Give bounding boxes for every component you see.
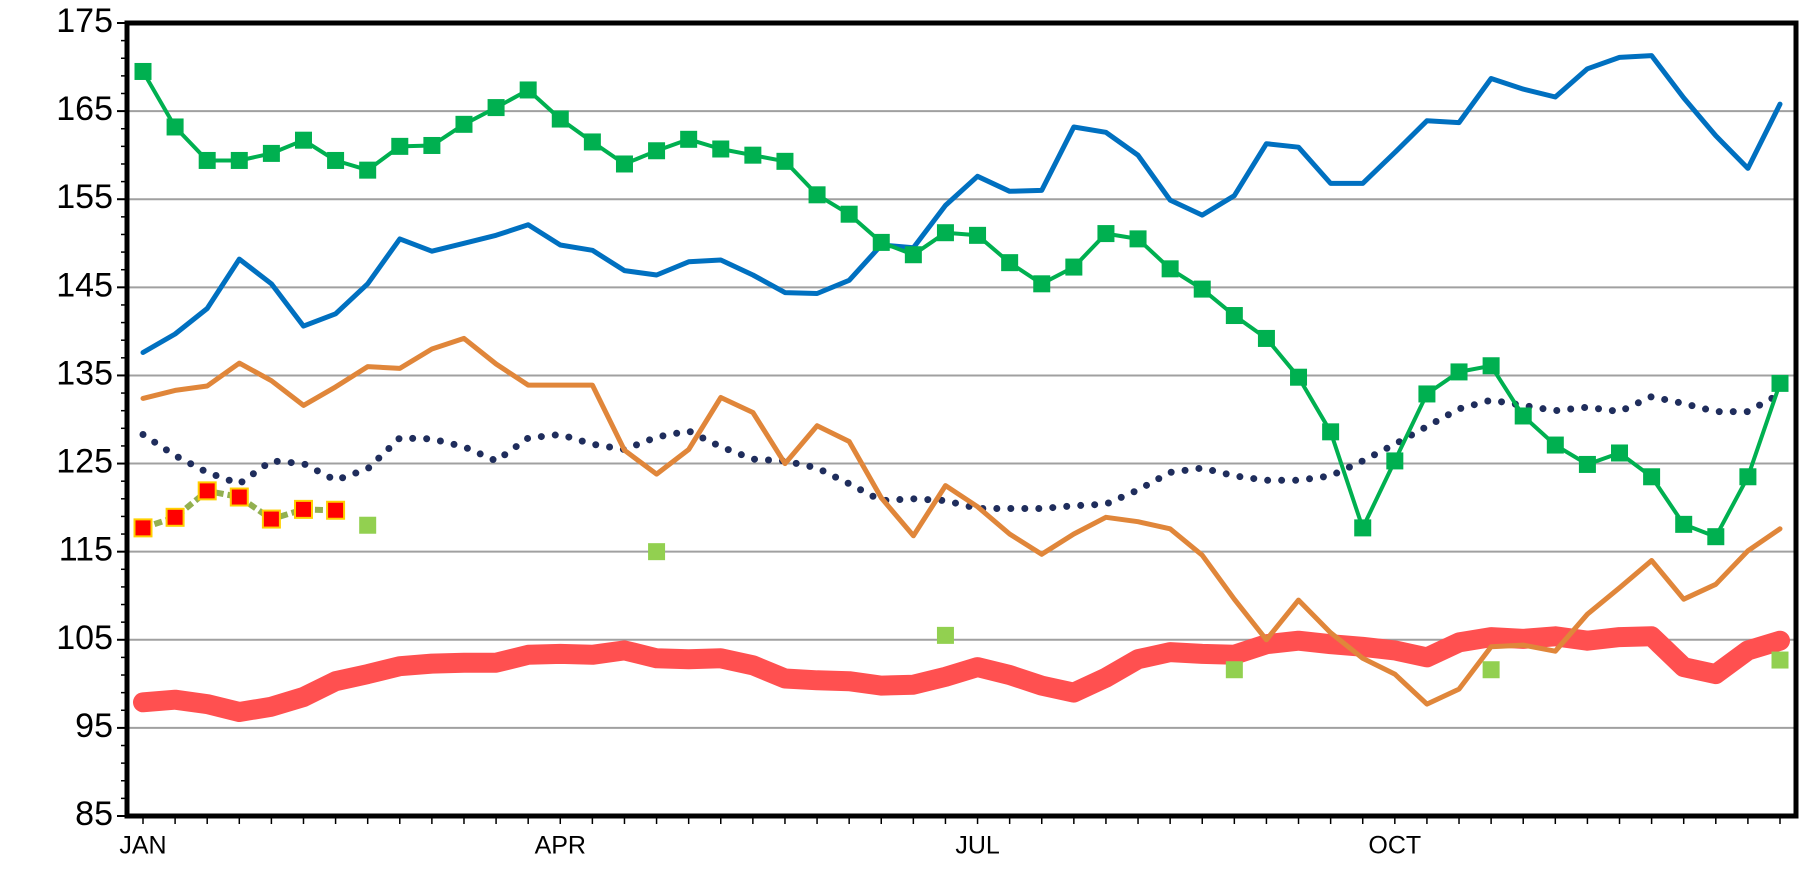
marker <box>1707 528 1725 546</box>
marker <box>293 499 313 519</box>
marker <box>1322 423 1340 441</box>
marker <box>487 99 505 117</box>
y-tick-label: 105 <box>56 619 113 657</box>
marker <box>134 62 152 80</box>
marker <box>1418 385 1436 403</box>
marker <box>166 118 184 136</box>
marker <box>776 152 794 170</box>
marker <box>712 140 730 158</box>
marker <box>744 146 762 164</box>
marker <box>198 151 216 169</box>
y-tick-label: 155 <box>56 178 113 216</box>
marker <box>1482 661 1500 679</box>
marker <box>936 626 954 644</box>
marker <box>230 151 248 169</box>
series-line <box>140 53 1783 355</box>
marker <box>1193 280 1211 298</box>
series-line <box>133 626 1790 722</box>
marker <box>197 481 217 501</box>
x-tick-label: APR <box>535 832 586 860</box>
marker <box>391 137 409 155</box>
marker <box>1001 254 1019 272</box>
marker <box>423 136 441 154</box>
marker <box>294 131 312 149</box>
marker <box>262 144 280 162</box>
x-tick-label: OCT <box>1368 832 1421 860</box>
marker <box>1225 307 1243 325</box>
marker <box>1065 258 1083 276</box>
marker <box>455 115 473 133</box>
y-tick-label: 135 <box>56 354 113 392</box>
marker <box>1514 407 1532 425</box>
marker <box>1739 468 1757 486</box>
marker <box>326 500 346 520</box>
y-tick-label: 125 <box>56 443 113 481</box>
x-tick-label: JUL <box>955 832 1000 860</box>
marker <box>1643 468 1661 486</box>
marker <box>1675 515 1693 533</box>
marker <box>359 516 377 534</box>
marker <box>969 226 987 244</box>
y-tick-label: 165 <box>56 90 113 128</box>
marker <box>936 224 954 242</box>
marker <box>1225 661 1243 679</box>
marker <box>1386 452 1404 470</box>
marker <box>615 155 633 173</box>
y-tick-label: 85 <box>75 795 113 833</box>
marker <box>1546 436 1564 454</box>
marker <box>1097 225 1115 243</box>
series-line <box>139 390 1784 512</box>
y-tick-label: 175 <box>56 2 113 40</box>
marker <box>1129 230 1147 248</box>
plot-area <box>133 53 1790 722</box>
marker <box>872 233 890 251</box>
marker <box>648 142 666 160</box>
series-line <box>141 69 1782 539</box>
series-line <box>140 335 1783 707</box>
marker <box>165 507 185 527</box>
marker <box>808 186 826 204</box>
marker <box>904 246 922 264</box>
marker <box>648 543 666 561</box>
marker <box>327 151 345 169</box>
marker <box>519 81 537 99</box>
marker <box>583 133 601 151</box>
marker <box>1354 519 1372 537</box>
marker <box>261 509 281 529</box>
marker <box>840 205 858 223</box>
axes: 85 95 105 115 125 135 145 155 165 175 JAN APR JUL OCT <box>56 2 1781 860</box>
marker <box>1611 444 1629 462</box>
marker <box>133 518 153 538</box>
marker <box>1578 455 1596 473</box>
marker <box>229 487 249 507</box>
marker <box>1290 368 1308 386</box>
x-tick-label: JAN <box>119 832 166 860</box>
y-tick-label: 115 <box>59 531 113 569</box>
marker <box>1257 329 1275 347</box>
marker <box>1033 275 1051 293</box>
marker <box>551 110 569 128</box>
marker <box>1482 357 1500 375</box>
y-tick-label: 95 <box>75 707 113 745</box>
marker <box>1771 651 1789 669</box>
y-tick-label: 145 <box>56 266 113 304</box>
marker <box>1450 363 1468 381</box>
marker <box>1771 374 1789 392</box>
grid <box>127 22 1796 817</box>
plot-border <box>124 20 1799 819</box>
marker <box>680 130 698 148</box>
marker <box>359 161 377 179</box>
marker <box>1161 260 1179 278</box>
